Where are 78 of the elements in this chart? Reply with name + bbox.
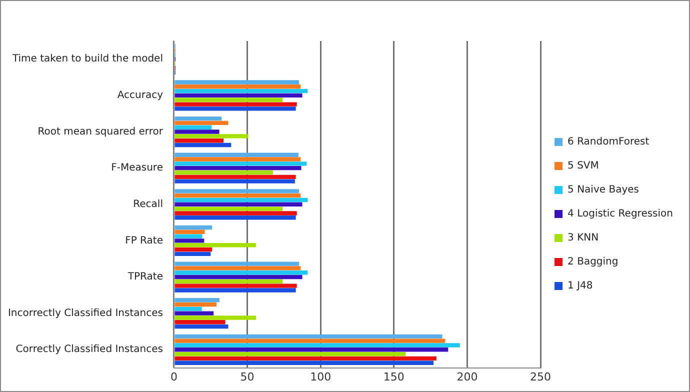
bar [174,279,283,284]
bar [174,88,308,94]
bar [174,360,434,365]
bar [174,162,307,166]
bar [174,152,298,157]
bar [174,98,283,102]
y-tick-label: Time taken to build the model [11,54,163,65]
bar [174,225,212,230]
bar [174,198,308,202]
bar [174,324,228,329]
y-tick-label: FP Rate [125,235,163,246]
x-tick-label: 0 [170,370,178,384]
bar [174,238,204,243]
bar [174,106,296,111]
bar [174,206,283,211]
bar [174,311,214,316]
legend-label: 5 Naive Bayes [568,184,639,196]
bar [174,306,202,312]
bar [174,266,301,270]
legend-label: 5 SVM [568,160,599,172]
bar [174,134,248,138]
bar [174,252,211,256]
bar [174,120,228,126]
bar [174,166,302,170]
bar [174,298,220,302]
bar [174,262,300,266]
bar [174,284,297,288]
bar [174,189,300,194]
bar [174,179,295,184]
legend-label: 2 Bagging [568,256,618,268]
bar [174,211,297,216]
legend-label: 1 J48 [568,280,593,292]
bar [174,247,212,252]
bar [174,334,442,339]
bar [174,302,217,307]
bar [174,274,302,280]
bar [174,116,222,121]
bar [174,202,302,206]
bar [174,234,202,238]
x-tick-label: 200 [456,370,478,384]
bar [174,93,302,98]
bar [174,216,296,220]
bar [174,84,301,89]
bar [174,230,205,234]
bar [174,174,296,179]
y-tick-label: Root mean squared error [38,126,164,138]
x-tick-label: 250 [530,370,552,384]
legend-label: 4 Logistic Regression [568,208,674,220]
y-tick-label: Incorrectly Classified Instances [8,308,163,319]
bar [174,316,256,320]
bar [174,270,308,275]
bar [174,125,212,130]
bar [174,157,301,162]
bar [174,343,460,348]
bar [174,138,224,143]
bar [174,142,232,148]
bar [174,80,300,84]
bar [174,193,301,198]
bar [174,243,256,248]
bar [174,356,436,361]
x-tick-label: 50 [240,370,254,384]
bar [174,288,296,292]
bar [174,130,220,134]
bar [174,320,226,324]
bar [174,338,446,343]
bar [174,102,297,106]
y-tick-label: F-Measure [111,162,163,174]
x-tick-label: 150 [383,370,404,384]
x-tick-label: 100 [310,370,332,384]
y-tick-label: Correctly Classified Instances [16,344,163,356]
legend-label: 6 RandomForest [568,136,650,148]
y-tick-label: Accuracy [117,90,164,102]
legend-label: 3 KNN [568,232,599,244]
bar [174,352,406,356]
y-tick-label: TPRate [126,272,163,283]
bar [174,170,273,175]
y-tick-label: Recall [133,198,163,210]
bar [174,348,448,352]
